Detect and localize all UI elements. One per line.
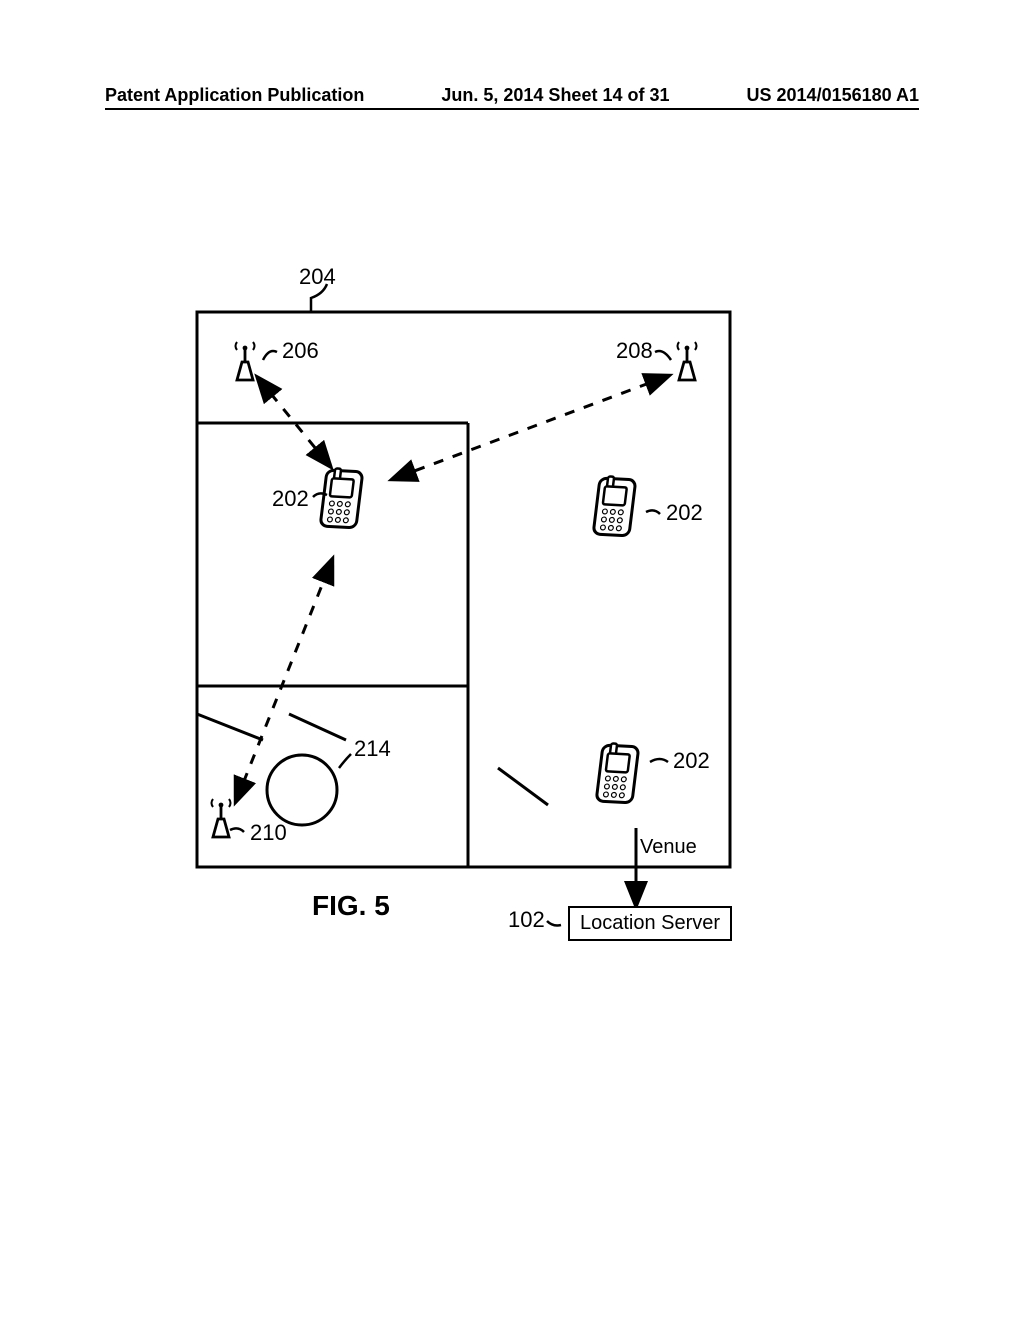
ref-208: 208 xyxy=(616,338,653,364)
figure-svg xyxy=(0,0,1024,1320)
location-server-label: Location Server xyxy=(580,912,720,934)
ref-206: 206 xyxy=(282,338,319,364)
ref-202b: 202 xyxy=(666,500,703,526)
beacon-210 xyxy=(212,799,231,837)
link-208-phone xyxy=(393,376,668,479)
figure-label: FIG. 5 xyxy=(312,890,390,922)
ref-204: 204 xyxy=(299,264,336,290)
phone-202-a xyxy=(320,468,363,527)
ref-210: 210 xyxy=(250,820,287,846)
page: Patent Application Publication Jun. 5, 2… xyxy=(0,0,1024,1320)
object-214 xyxy=(267,755,337,825)
ref-214: 214 xyxy=(354,736,391,762)
phone-202-c xyxy=(596,743,639,802)
venue-label: Venue xyxy=(640,836,697,859)
ref-102: 102 xyxy=(508,907,545,933)
ref-202a: 202 xyxy=(272,486,309,512)
location-server-box: Location Server xyxy=(568,906,732,941)
beacon-206 xyxy=(236,342,255,380)
beacon-208 xyxy=(678,342,697,380)
phone-202-b xyxy=(593,476,636,535)
ref-202c: 202 xyxy=(673,748,710,774)
